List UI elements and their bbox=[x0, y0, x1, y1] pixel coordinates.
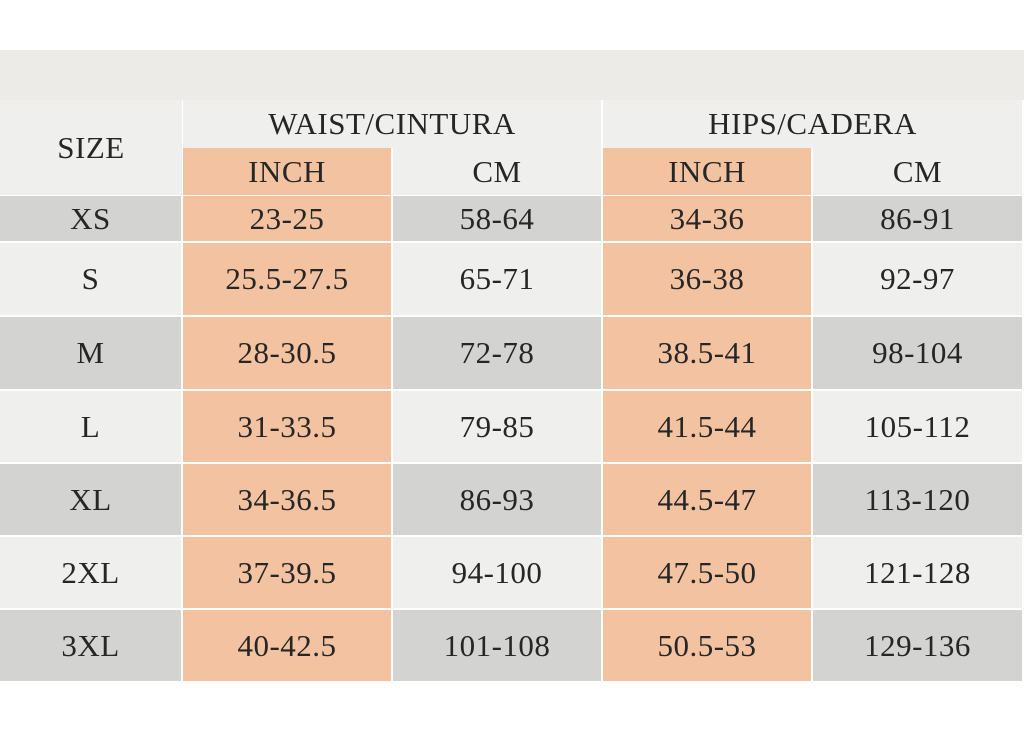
measure-cell: 28-30.5 bbox=[183, 317, 391, 389]
measure-cell: 72-78 bbox=[393, 317, 601, 389]
measure-cell: 58-64 bbox=[393, 196, 601, 241]
measure-cell: 98-104 bbox=[813, 317, 1022, 389]
measure-cell: 94-100 bbox=[393, 537, 601, 608]
measure-cell: 40-42.5 bbox=[183, 610, 391, 681]
measure-cell: 121-128 bbox=[813, 537, 1022, 608]
size-header: SIZE bbox=[0, 100, 182, 195]
size-cell: 2XL bbox=[0, 537, 181, 608]
measure-cell: 113-120 bbox=[813, 464, 1022, 535]
top-band bbox=[0, 50, 1024, 100]
measure-cell: 86-91 bbox=[813, 196, 1022, 241]
measure-cell: 105-112 bbox=[813, 391, 1022, 462]
measure-cell: 23-25 bbox=[183, 196, 391, 241]
size-cell: 3XL bbox=[0, 610, 181, 681]
size-cell: L bbox=[0, 391, 181, 462]
measure-cell: 41.5-44 bbox=[603, 391, 811, 462]
measure-cell: 79-85 bbox=[393, 391, 601, 462]
subheader: INCH bbox=[183, 148, 391, 195]
subheader: CM bbox=[813, 148, 1022, 195]
size-cell: XS bbox=[0, 196, 181, 241]
size-cell: M bbox=[0, 317, 181, 389]
measure-cell: 31-33.5 bbox=[183, 391, 391, 462]
group-header: WAIST/CINTURA bbox=[183, 100, 601, 148]
group-header: HIPS/CADERA bbox=[603, 100, 1022, 148]
measure-cell: 65-71 bbox=[393, 243, 601, 315]
measure-cell: 38.5-41 bbox=[603, 317, 811, 389]
measure-cell: 36-38 bbox=[603, 243, 811, 315]
subheader: CM bbox=[393, 148, 601, 195]
measure-cell: 47.5-50 bbox=[603, 537, 811, 608]
size-cell: XL bbox=[0, 464, 181, 535]
measure-cell: 34-36 bbox=[603, 196, 811, 241]
measure-cell: 86-93 bbox=[393, 464, 601, 535]
measure-cell: 50.5-53 bbox=[603, 610, 811, 681]
measure-cell: 101-108 bbox=[393, 610, 601, 681]
size-cell: S bbox=[0, 243, 181, 315]
measure-cell: 129-136 bbox=[813, 610, 1022, 681]
measure-cell: 37-39.5 bbox=[183, 537, 391, 608]
measure-cell: 25.5-27.5 bbox=[183, 243, 391, 315]
measure-cell: 34-36.5 bbox=[183, 464, 391, 535]
measure-cell: 44.5-47 bbox=[603, 464, 811, 535]
subheader: INCH bbox=[603, 148, 811, 195]
measure-cell: 92-97 bbox=[813, 243, 1022, 315]
